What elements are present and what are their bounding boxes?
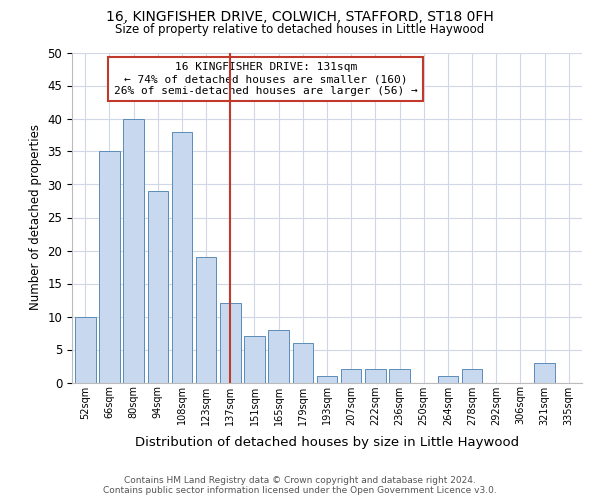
Text: Contains HM Land Registry data © Crown copyright and database right 2024.
Contai: Contains HM Land Registry data © Crown c… <box>103 476 497 495</box>
Bar <box>462 370 482 382</box>
Bar <box>365 370 386 382</box>
Bar <box>75 316 95 382</box>
Bar <box>220 304 241 382</box>
Text: 16 KINGFISHER DRIVE: 131sqm
← 74% of detached houses are smaller (160)
26% of se: 16 KINGFISHER DRIVE: 131sqm ← 74% of det… <box>114 62 418 96</box>
Bar <box>172 132 192 382</box>
Bar <box>124 118 144 382</box>
Bar <box>437 376 458 382</box>
Text: 16, KINGFISHER DRIVE, COLWICH, STAFFORD, ST18 0FH: 16, KINGFISHER DRIVE, COLWICH, STAFFORD,… <box>106 10 494 24</box>
Bar <box>317 376 337 382</box>
Text: Size of property relative to detached houses in Little Haywood: Size of property relative to detached ho… <box>115 22 485 36</box>
Y-axis label: Number of detached properties: Number of detached properties <box>29 124 42 310</box>
Bar <box>99 152 120 382</box>
Bar <box>148 191 168 382</box>
X-axis label: Distribution of detached houses by size in Little Haywood: Distribution of detached houses by size … <box>135 436 519 449</box>
Bar <box>244 336 265 382</box>
Bar <box>268 330 289 382</box>
Bar <box>196 257 217 382</box>
Bar <box>389 370 410 382</box>
Bar <box>293 343 313 382</box>
Bar <box>534 362 555 382</box>
Bar <box>341 370 361 382</box>
